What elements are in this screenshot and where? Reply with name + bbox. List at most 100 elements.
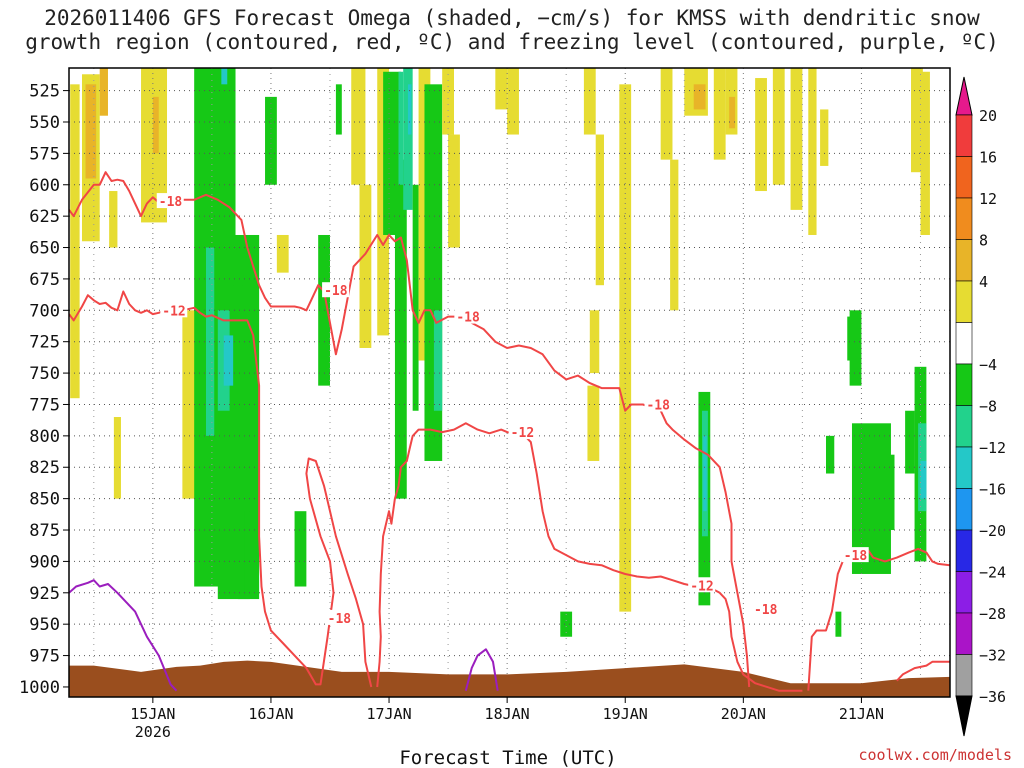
omega-region-8	[182, 310, 196, 499]
omega-region-65	[861, 454, 895, 531]
omega-region-25	[351, 68, 366, 185]
omega-region-73	[835, 611, 842, 637]
x-tick-label-3: 18JAN	[485, 705, 530, 723]
omega-region-21	[276, 234, 289, 273]
omega-region-47	[660, 68, 673, 160]
omega-region-26	[359, 184, 372, 348]
colorbar-swatch-2	[955, 197, 973, 240]
contour-label-2: -18	[324, 284, 348, 299]
omega-region-30	[398, 71, 404, 185]
colorbar-swatch-12	[955, 612, 973, 655]
omega-region-16	[205, 247, 215, 436]
omega-region-51	[713, 68, 726, 160]
y-tick-label-850: 850	[29, 490, 60, 510]
contour-label-4: -12	[511, 426, 534, 441]
colorbar-label-5: −4	[979, 356, 997, 374]
colorbar-label-10: −24	[979, 564, 1006, 582]
colorbar-swatch-9	[955, 488, 973, 531]
contour-line-1	[69, 290, 373, 688]
colorbar-label-6: −8	[979, 398, 997, 416]
colorbar-label-3: 8	[979, 232, 988, 250]
omega-region-67	[920, 71, 930, 235]
omega-region-66	[911, 68, 923, 173]
omega-region-19	[221, 68, 228, 85]
omega-region-41	[583, 68, 596, 135]
contour-label-8: -18	[754, 603, 778, 618]
colorbar-label-1: 16	[979, 149, 997, 167]
omega-region-45	[619, 84, 632, 612]
y-tick-label-925: 925	[29, 584, 60, 604]
grid-lines	[69, 68, 950, 697]
y-tick-label-950: 950	[29, 615, 60, 635]
x-tick-label-4: 19JAN	[603, 705, 648, 723]
contour-label-bg-5	[644, 396, 672, 412]
colorbar-swatch-0	[955, 114, 973, 157]
colorbar-swatch-6	[955, 363, 973, 406]
contour-line-5	[69, 579, 178, 692]
colorbar-label-12: −32	[979, 647, 1006, 665]
omega-region-61	[820, 109, 829, 166]
contour-label-1: -12	[162, 304, 185, 319]
colorbar-label-11: −28	[979, 605, 1006, 623]
omega-region-44	[587, 385, 600, 461]
y-tick-label-600: 600	[29, 176, 60, 196]
contour-line-4	[896, 660, 950, 682]
colorbar-label-9: −20	[979, 522, 1006, 540]
colorbar-swatch-8	[955, 446, 973, 489]
y-tick-label-675: 675	[29, 270, 60, 290]
colorbar-swatch-1	[955, 156, 973, 199]
omega-region-63	[849, 310, 862, 386]
plot-frame	[68, 67, 951, 698]
contour-label-9: -18	[844, 549, 868, 564]
contour-label-bg-0	[156, 193, 184, 209]
credit-text: coolwx.com/models	[858, 746, 1012, 764]
x-tick-label-5: 20JAN	[721, 705, 766, 723]
omega-region-39	[495, 68, 508, 110]
colorbar-label-0: 20	[979, 107, 997, 125]
y-tick-label-525: 525	[29, 82, 60, 102]
contour-label-6: -12	[690, 579, 713, 594]
omega-region-22	[294, 511, 307, 587]
omega-region-72	[825, 435, 835, 474]
contour-label-bg-6	[688, 577, 716, 593]
omega-region-58	[772, 68, 785, 185]
title-line-2: growth region (contoured, red, ºC) and f…	[25, 30, 999, 54]
colorbar-swatch-4	[955, 280, 973, 323]
omega-region-37	[442, 68, 454, 135]
colorbar-swatch-13	[955, 654, 973, 697]
contour-label-0: -18	[159, 195, 183, 210]
x-tick-label-6: 21JAN	[839, 705, 884, 723]
omega-region-38	[448, 134, 460, 248]
omega-region-17	[217, 310, 230, 411]
contour-labels: -18 -12 -18 -18 -12 -18 -12 -18 -18 -18	[156, 193, 869, 627]
colorbar-label-8: −16	[979, 481, 1006, 499]
y-tick-label-975: 975	[29, 647, 60, 667]
omega-region-31	[403, 68, 413, 210]
omega-region-0	[70, 84, 80, 399]
terrain-fill	[69, 660, 950, 697]
colorbar-swatch-3	[955, 239, 973, 282]
y-tick-label-750: 750	[29, 364, 60, 384]
colorbar-label-13: −36	[979, 688, 1006, 706]
colorbar-swatch-7	[955, 405, 973, 448]
contour-label-bg-7	[325, 609, 353, 625]
contour-label-7: -18	[328, 612, 352, 627]
omega-region-24	[335, 84, 342, 135]
y-tick-label-625: 625	[29, 207, 60, 227]
contour-label-bg-9	[841, 547, 869, 563]
omega-region-60	[808, 68, 817, 235]
omega-region-29	[394, 159, 407, 499]
colorbar-label-7: −12	[979, 439, 1006, 457]
omega-region-56	[729, 96, 736, 129]
omega-region-5	[113, 417, 121, 499]
contour-label-bg-4	[508, 424, 536, 440]
contour-line-6	[464, 648, 499, 691]
omega-region-50	[693, 84, 706, 110]
x-year-label: 2026	[135, 723, 171, 741]
omega-region-3	[99, 68, 108, 116]
x-tick-label-2: 17JAN	[366, 705, 411, 723]
x-axis: 15JAN 16JAN 17JAN 18JAN 19JAN 20JAN 21JAN 2026	[130, 697, 884, 741]
contour-label-bg-2	[322, 282, 350, 298]
omega-region-15	[244, 511, 250, 600]
